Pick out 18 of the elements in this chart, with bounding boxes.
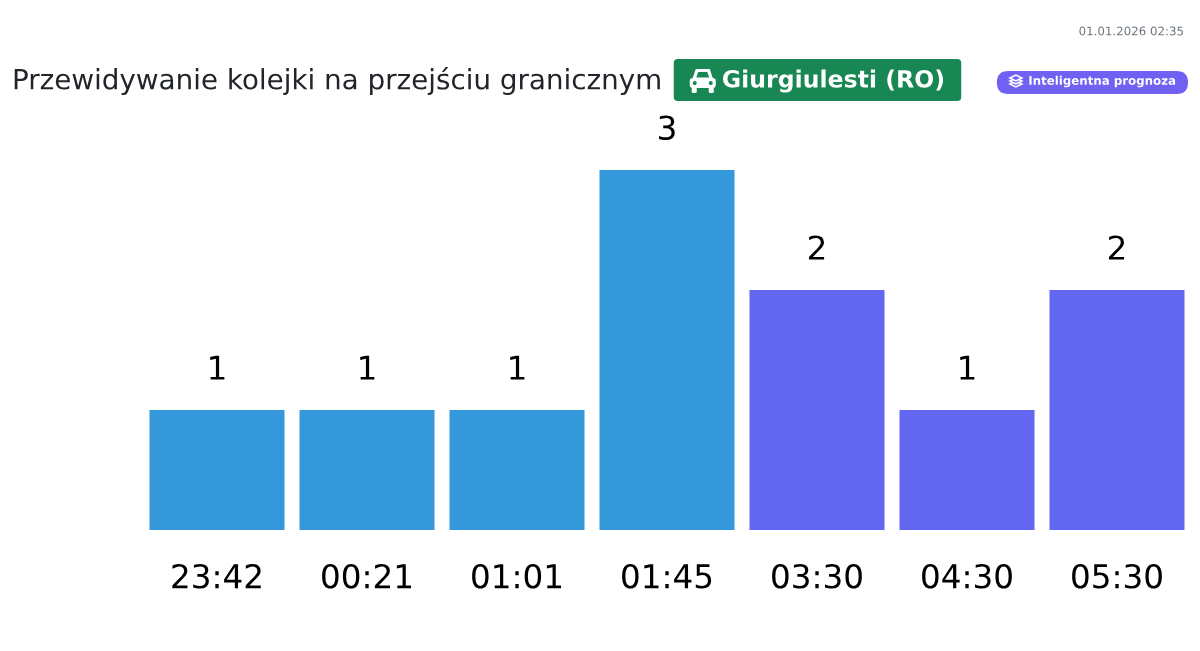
data-label: 1 — [960, 355, 975, 380]
text: 01.01.2026 02:35 — [1079, 26, 1183, 36]
data-label: 3 — [659, 115, 675, 141]
data-label: 1 — [210, 355, 225, 380]
x-tick-label: 23:42 — [172, 563, 261, 589]
x-tick-label: 05:30 — [1072, 563, 1162, 589]
chart-title: Przewidywanie kolejki na przejściu granicznym — [14, 67, 660, 95]
x-tick-label: 01:01 — [472, 563, 562, 589]
data-label: 2 — [809, 235, 825, 260]
x-tick-label: 03:30 — [772, 563, 862, 589]
data-label: 2 — [1109, 235, 1125, 260]
x-tick-label: 01:45 — [622, 563, 712, 589]
data-label: 1 — [510, 355, 525, 380]
data-label: 1 — [360, 355, 375, 380]
x-tick-label: 04:30 — [922, 563, 1012, 589]
text: Inteligentna prognoza — [1029, 75, 1176, 88]
x-tick-label: 00:21 — [322, 563, 412, 589]
chart-subtitle: Giurgiulesti (RO) — [722, 69, 944, 93]
